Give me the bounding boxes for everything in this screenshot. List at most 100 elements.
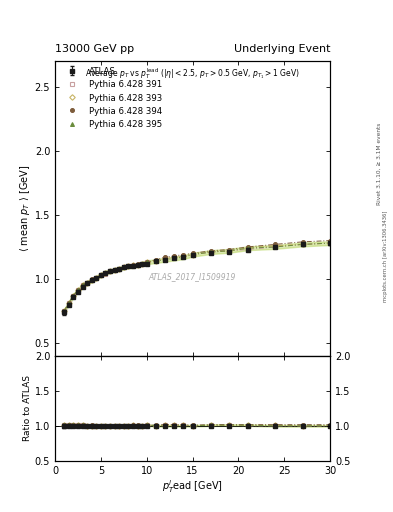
Pythia 6.428 393 — [121, 264, 126, 270]
Pythia 6.428 393 — [80, 282, 85, 288]
Pythia 6.428 395 — [140, 261, 145, 267]
Pythia 6.428 395 — [121, 264, 126, 270]
Y-axis label: Ratio to ATLAS: Ratio to ATLAS — [23, 375, 32, 441]
Pythia 6.428 393 — [99, 272, 103, 278]
Pythia 6.428 395 — [117, 266, 121, 272]
Pythia 6.428 391 — [163, 255, 167, 262]
Pythia 6.428 395 — [163, 257, 167, 263]
Pythia 6.428 391 — [140, 261, 145, 267]
Pythia 6.428 393 — [227, 248, 231, 254]
Pythia 6.428 394 — [126, 263, 131, 269]
Pythia 6.428 391 — [181, 253, 186, 259]
Pythia 6.428 391 — [126, 263, 131, 269]
Pythia 6.428 391 — [108, 268, 112, 274]
Text: Average $p_T$ vs $p_T^{\rm lead}$ ($|\eta|<2.5$, $p_T>0.5$ GeV, $p_{T_1}>1$ GeV): Average $p_T$ vs $p_T^{\rm lead}$ ($|\et… — [85, 66, 300, 81]
Pythia 6.428 394 — [172, 253, 176, 259]
Pythia 6.428 393 — [66, 300, 71, 306]
Pythia 6.428 395 — [273, 244, 277, 250]
Pythia 6.428 395 — [66, 300, 71, 306]
Pythia 6.428 394 — [130, 262, 135, 268]
Pythia 6.428 391 — [227, 248, 231, 254]
Pythia 6.428 393 — [181, 253, 186, 259]
Pythia 6.428 394 — [71, 292, 76, 298]
Pythia 6.428 393 — [245, 245, 250, 251]
Pythia 6.428 391 — [89, 277, 94, 283]
Pythia 6.428 391 — [130, 263, 135, 269]
Pythia 6.428 395 — [80, 282, 85, 288]
Pythia 6.428 394 — [66, 300, 71, 306]
Pythia 6.428 394 — [163, 254, 167, 260]
Pythia 6.428 395 — [99, 272, 103, 278]
Pythia 6.428 393 — [117, 266, 121, 272]
Pythia 6.428 393 — [126, 263, 131, 269]
Pythia 6.428 391 — [66, 300, 71, 306]
Pythia 6.428 394 — [80, 282, 85, 288]
Pythia 6.428 394 — [209, 248, 213, 254]
Pythia 6.428 393 — [71, 292, 76, 298]
Pythia 6.428 391 — [85, 280, 90, 286]
Pythia 6.428 394 — [121, 264, 126, 270]
Text: ATLAS_2017_I1509919: ATLAS_2017_I1509919 — [149, 272, 236, 281]
Pythia 6.428 391 — [62, 308, 66, 314]
Pythia 6.428 395 — [172, 255, 176, 262]
Pythia 6.428 394 — [181, 251, 186, 258]
Pythia 6.428 394 — [75, 287, 80, 293]
Pythia 6.428 393 — [328, 240, 332, 246]
Pythia 6.428 395 — [62, 308, 66, 314]
Pythia 6.428 393 — [209, 249, 213, 255]
Pythia 6.428 395 — [71, 292, 76, 298]
Pythia 6.428 395 — [328, 240, 332, 246]
Pythia 6.428 393 — [154, 258, 158, 264]
Pythia 6.428 391 — [209, 249, 213, 255]
Text: mcplots.cern.ch [arXiv:1306.3436]: mcplots.cern.ch [arXiv:1306.3436] — [383, 210, 387, 302]
Pythia 6.428 395 — [209, 249, 213, 255]
Pythia 6.428 393 — [94, 274, 99, 281]
Pythia 6.428 394 — [85, 280, 90, 286]
Pythia 6.428 391 — [117, 266, 121, 272]
Pythia 6.428 394 — [108, 268, 112, 274]
Pythia 6.428 394 — [273, 241, 277, 247]
Pythia 6.428 395 — [154, 258, 158, 264]
X-axis label: $p_T^l{\rm ead}$ [GeV]: $p_T^l{\rm ead}$ [GeV] — [162, 478, 223, 495]
Pythia 6.428 395 — [75, 287, 80, 293]
Pythia 6.428 394 — [112, 267, 117, 273]
Pythia 6.428 391 — [144, 259, 149, 265]
Pythia 6.428 391 — [99, 272, 103, 278]
Pythia 6.428 394 — [328, 238, 332, 244]
Pythia 6.428 395 — [103, 269, 108, 275]
Pythia 6.428 391 — [245, 246, 250, 252]
Pythia 6.428 394 — [135, 261, 140, 267]
Pythia 6.428 395 — [108, 268, 112, 274]
Pythia 6.428 391 — [154, 258, 158, 264]
Pythia 6.428 395 — [300, 241, 305, 247]
Pythia 6.428 391 — [135, 262, 140, 268]
Text: Rivet 3.1.10, ≥ 3.1M events: Rivet 3.1.10, ≥ 3.1M events — [377, 123, 382, 205]
Pythia 6.428 394 — [62, 308, 66, 314]
Pythia 6.428 394 — [99, 272, 103, 278]
Pythia 6.428 395 — [89, 277, 94, 283]
Pythia 6.428 394 — [190, 250, 195, 257]
Pythia 6.428 394 — [103, 269, 108, 275]
Pythia 6.428 393 — [112, 267, 117, 273]
Pythia 6.428 391 — [75, 287, 80, 293]
Pythia 6.428 395 — [126, 263, 131, 269]
Y-axis label: $\langle$ mean $p_T$ $\rangle$ [GeV]: $\langle$ mean $p_T$ $\rangle$ [GeV] — [18, 165, 32, 252]
Text: Underlying Event: Underlying Event — [233, 44, 330, 54]
Pythia 6.428 391 — [121, 264, 126, 270]
Pythia 6.428 394 — [245, 244, 250, 250]
Pythia 6.428 391 — [103, 271, 108, 277]
Pythia 6.428 395 — [94, 274, 99, 281]
Pythia 6.428 393 — [75, 287, 80, 293]
Pythia 6.428 395 — [227, 248, 231, 254]
Pythia 6.428 393 — [108, 268, 112, 274]
Pythia 6.428 395 — [112, 267, 117, 273]
Pythia 6.428 395 — [135, 262, 140, 268]
Line: Pythia 6.428 391: Pythia 6.428 391 — [62, 241, 332, 313]
Pythia 6.428 393 — [172, 254, 176, 260]
Pythia 6.428 395 — [190, 251, 195, 258]
Pythia 6.428 395 — [245, 245, 250, 251]
Pythia 6.428 395 — [130, 263, 135, 269]
Pythia 6.428 393 — [135, 262, 140, 268]
Line: Pythia 6.428 393: Pythia 6.428 393 — [62, 241, 332, 313]
Pythia 6.428 393 — [273, 243, 277, 249]
